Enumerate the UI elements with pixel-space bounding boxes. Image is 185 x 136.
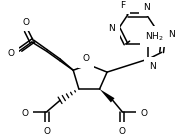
Text: F: F xyxy=(120,1,126,10)
Text: O: O xyxy=(141,109,148,118)
Text: N: N xyxy=(108,24,115,33)
Text: NH$_2$: NH$_2$ xyxy=(145,30,163,43)
Text: N: N xyxy=(143,3,150,12)
Text: N: N xyxy=(149,62,156,71)
Text: O: O xyxy=(23,18,30,27)
Text: O: O xyxy=(21,109,28,118)
Polygon shape xyxy=(100,89,115,102)
Text: O: O xyxy=(43,127,50,136)
Text: O: O xyxy=(8,49,15,58)
Text: N: N xyxy=(168,30,174,39)
Text: O: O xyxy=(83,54,90,64)
Text: O: O xyxy=(119,127,126,136)
